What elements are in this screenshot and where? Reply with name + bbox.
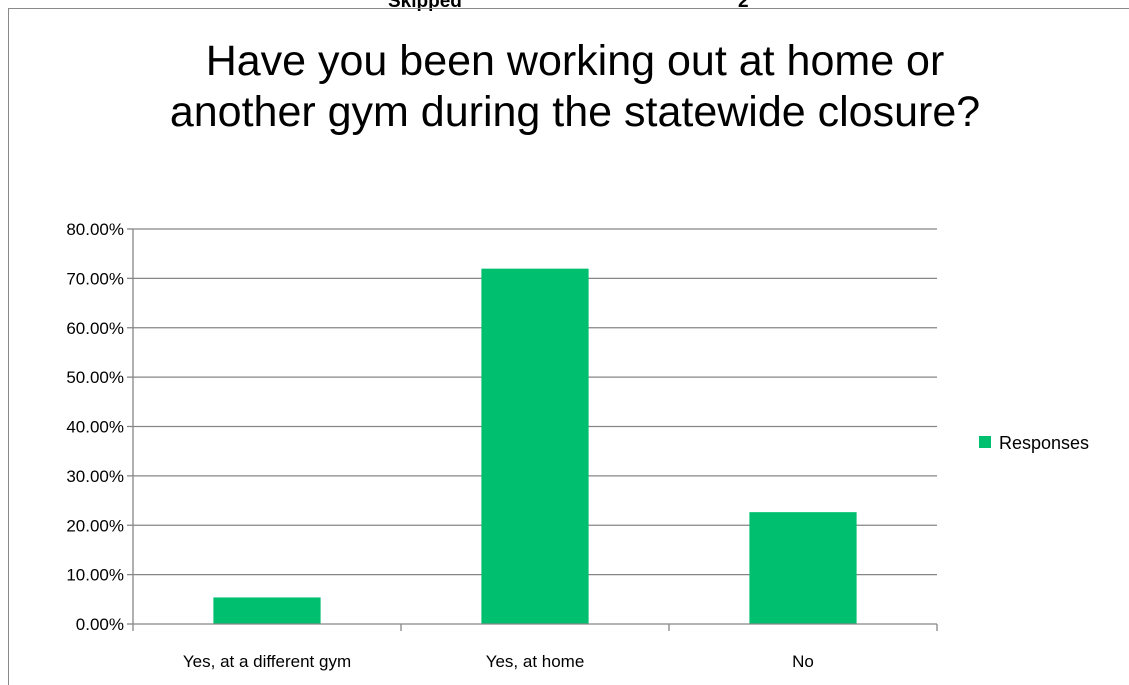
x-tick-label: No [792, 652, 814, 671]
axes [127, 228, 938, 631]
y-tick-label: 10.00% [66, 566, 124, 585]
x-tick-labels: Yes, at a different gym Yes, at home No [183, 652, 814, 671]
y-tick-label: 80.00% [66, 220, 124, 239]
legend-swatch [979, 436, 991, 448]
bar [749, 512, 857, 624]
chart-frame [8, 8, 1129, 685]
bars [213, 268, 857, 624]
bar [213, 597, 321, 624]
x-tick-label: Yes, at a different gym [183, 652, 351, 671]
y-tick-label: 30.00% [66, 467, 124, 486]
y-tick-label: 20.00% [66, 516, 124, 535]
x-tick-label: Yes, at home [486, 652, 585, 671]
bar [481, 268, 589, 624]
y-tick-label: 50.00% [66, 368, 124, 387]
legend-label: Responses [999, 433, 1089, 453]
skipped-label: Skipped [388, 0, 462, 12]
skipped-value: 2 [738, 0, 749, 12]
legend: Responses [979, 433, 1089, 453]
y-tick-label: 60.00% [66, 319, 124, 338]
y-tick-labels: 0.00% 10.00% 20.00% 30.00% 40.00% 50.00% 60.00… [66, 220, 124, 634]
chart-title: Have you been working out at home or ano… [169, 37, 981, 136]
y-tick-label: 0.00% [76, 615, 124, 634]
y-tick-label: 40.00% [66, 418, 124, 437]
y-tick-label: 70.00% [66, 269, 124, 288]
